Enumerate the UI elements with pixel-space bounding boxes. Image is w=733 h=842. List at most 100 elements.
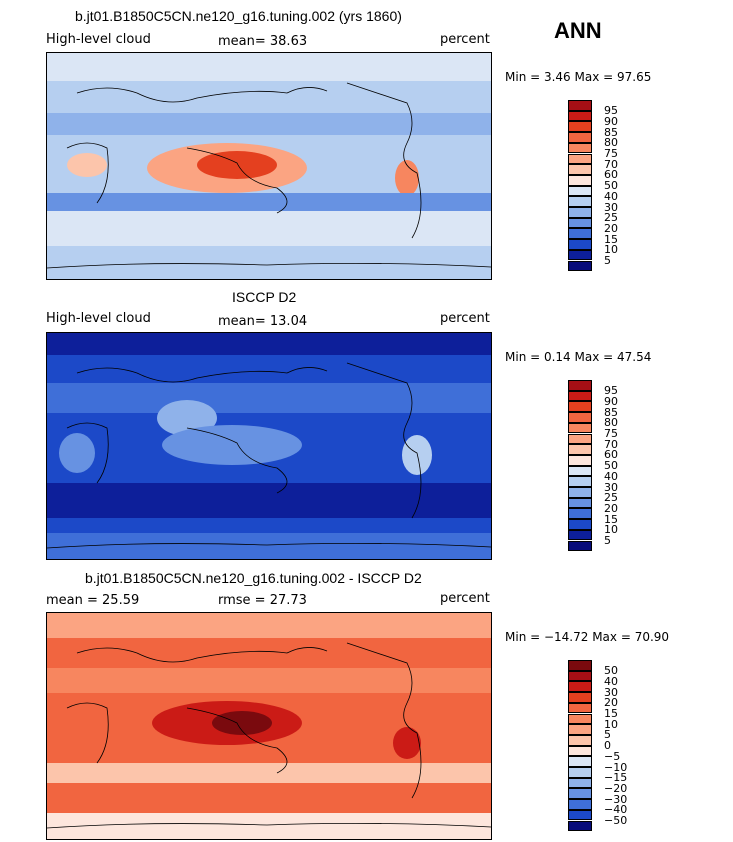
panel3-field-arctic — [47, 613, 491, 638]
panel1-field-warm-pool-core — [197, 151, 277, 179]
panel1-colorbar-segment — [568, 260, 592, 272]
panel3-colorbar-segment — [568, 799, 592, 810]
panel3-colorbar-segment — [568, 745, 592, 757]
panel2-colorbar-segment — [568, 487, 592, 498]
panel2-colorbar-segment — [568, 422, 592, 434]
panel1-colorbar-segment — [568, 196, 592, 207]
panel1-colorbar-tick-label: 60 — [604, 168, 618, 182]
panel1-colorbar-segment — [568, 142, 592, 154]
panel2-field-arctic — [47, 333, 491, 355]
panel2-coastlines — [47, 362, 491, 549]
panel3-colorbar-segment — [568, 756, 592, 767]
panel3-colorbar-segment — [568, 724, 592, 735]
panel3-colorbar-segment — [568, 734, 592, 746]
panel1-colorbar: 95 90 85 80 75 70 60 50 40 30 25 20 15 10 5 — [568, 100, 618, 272]
panel1-field-storm-track-north — [47, 113, 491, 135]
panel2-colorbar-tick-label: 60 — [604, 448, 618, 462]
panel2-colorbar-segment — [568, 454, 592, 466]
season-label: ANN — [554, 18, 602, 43]
panel1-colorbar-tick-label: 40 — [604, 189, 618, 203]
panel1-colorbar-tick-label: 5 — [604, 254, 611, 267]
panel2-colorbar-segment — [568, 519, 592, 530]
panel3-colorbar-tick-label: −50 — [604, 814, 628, 827]
panel2-colorbar-segment — [568, 401, 592, 413]
panel1-colorbar-segment — [568, 207, 592, 218]
panel1-colorbar-segment — [568, 164, 592, 175]
panel1-colorbar-segment — [568, 153, 592, 165]
panel2-field-africa — [59, 433, 95, 473]
panel2-colorbar-segment — [568, 433, 592, 445]
panel3-colorbar-tick-label: −20 — [604, 781, 628, 795]
panel3-colorbar-tick-label: 0 — [604, 739, 611, 753]
panel1-colorbar-tick-label: 20 — [604, 221, 618, 235]
panel3-colorbar-tick-label: −30 — [604, 792, 628, 806]
panel3-colorbar-segment — [568, 702, 592, 714]
panel2-colorbar-tick-label: 85 — [604, 405, 618, 419]
panel2-colorbar-tick-label: 80 — [604, 416, 618, 430]
panel2-colorbar-tick-label: 75 — [604, 427, 618, 440]
panel1-colorbar-segment — [568, 249, 592, 261]
panel2-colorbar-tick-label: 20 — [604, 501, 618, 515]
panel2-colorbar-tick-label: 90 — [604, 394, 618, 408]
panel1-colorbar-segment — [568, 174, 592, 186]
panel1-map — [46, 52, 492, 280]
panel3-colorbar-tick-label: −10 — [604, 760, 628, 774]
panel3-colorbar-tick-label: −5 — [604, 749, 621, 763]
panel1-colorbar-segment — [568, 217, 592, 229]
panel1-colorbar-segment — [568, 239, 592, 250]
panel3-field-amazon — [393, 727, 421, 759]
panel3-colorbar-segment — [568, 670, 592, 682]
panel3-colorbar-tick-label: −15 — [604, 771, 628, 785]
panel2-colorbar-segment — [568, 497, 592, 509]
panel2-colorbar-segment — [568, 380, 592, 391]
panel1-colorbar-segment — [568, 121, 592, 133]
panel2-field-storm-track-north — [47, 383, 491, 413]
panel3-colorbar-tick-label: 40 — [604, 674, 618, 688]
panel3-colorbar-segment — [568, 681, 592, 693]
panel1-colorbar-tick-label: 50 — [604, 179, 618, 193]
panel1-field-subtropics-south — [47, 193, 491, 211]
panel2-colorbar-segment — [568, 465, 592, 477]
panel3-colorbar-tick-label: −40 — [604, 803, 628, 817]
panel2-colorbar-segment — [568, 529, 592, 541]
panel2-colorbar-tick-label: 10 — [604, 523, 618, 537]
panel3-rmse-label: rmse = 27.73 — [218, 593, 307, 608]
panel3-colorbar-segment — [568, 692, 592, 703]
panel3-field-antarctic — [47, 813, 491, 839]
panel3-colorbar-tick-label: 50 — [604, 664, 618, 678]
panel1-field-antarctic — [47, 253, 491, 279]
panel2-colorbar-segment — [568, 476, 592, 487]
panel3-colorbar: 50 40 30 20 15 10 5 0 −5 −10 −15 −20 −30 −40 −50 — [568, 660, 627, 832]
panel2-colorbar-tick-label: 40 — [604, 469, 618, 483]
panel3-colorbar-segment — [568, 809, 592, 821]
panel1-colorbar-tick-label: 80 — [604, 136, 618, 150]
panel1-colorbar-tick-label: 95 — [604, 104, 618, 118]
panel3-title: b.jt01.B1850C5CN.ne120_g16.tuning.002 - … — [85, 570, 422, 586]
panel2-field-antarctic — [47, 533, 491, 559]
panel3-colorbar-segment — [568, 660, 592, 671]
panel1-colorbar-tick-label: 70 — [604, 157, 618, 171]
panel3-colorbar-tick-label: 30 — [604, 685, 618, 699]
panel1-colorbar-tick-label: 85 — [604, 125, 618, 139]
panel2-colorbar-segment — [568, 540, 592, 552]
panel3-field-southern-ocean — [47, 763, 491, 783]
panel1-colorbar-segment — [568, 132, 592, 143]
panel2-field-amazon — [402, 435, 432, 475]
panel3-field-warm-pool-core — [212, 711, 272, 735]
panel2-colorbar-segment — [568, 444, 592, 455]
panel1-field-africa — [67, 153, 107, 177]
panel1-field-arctic — [47, 53, 491, 81]
panel2-colorbar-tick-label: 15 — [604, 512, 618, 526]
panel2-colorbar-tick-label: 5 — [604, 534, 611, 547]
panel2-colorbar-segment — [568, 508, 592, 520]
panel1-colorbar-segment — [568, 228, 592, 240]
panel2-colorbar-tick-label: 30 — [604, 480, 618, 494]
panel1-mean-label: mean= 38.63 — [218, 34, 308, 49]
panel2-title: ISCCP D2 — [232, 289, 297, 305]
panel2-colorbar: 95 90 85 80 75 70 60 50 40 30 25 20 15 10 5 — [568, 380, 618, 552]
panel3-units-label: percent — [440, 591, 490, 606]
panel1-colorbar-tick-label: 30 — [604, 200, 618, 214]
panel3-colorbar-tick-label: 10 — [604, 717, 618, 731]
panel2-colorbar-tick-label: 95 — [604, 384, 618, 398]
panel2-colorbar-tick-label: 70 — [604, 437, 618, 451]
